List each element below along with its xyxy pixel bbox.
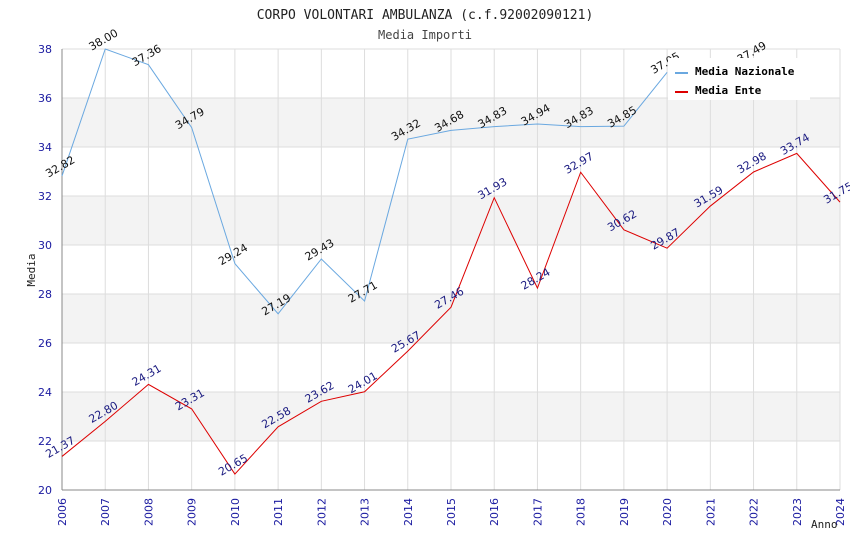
series-lines xyxy=(61,49,841,475)
x-tick-label: 2012 xyxy=(315,498,328,526)
x-tick-label: 2020 xyxy=(661,498,674,526)
axes xyxy=(61,49,840,491)
y-axis-label: Media xyxy=(25,253,38,286)
y-tick-label: 28 xyxy=(38,288,52,301)
x-tick-label: 2022 xyxy=(748,498,761,526)
x-tick-label: 2013 xyxy=(359,498,372,526)
chart-subtitle: Media Importi xyxy=(378,28,472,42)
series-line-media-ente xyxy=(61,152,841,475)
x-axis-label: Anno xyxy=(811,518,838,531)
y-tick-label: 20 xyxy=(38,484,52,497)
y-tick-label: 34 xyxy=(38,141,52,154)
legend-label-media-ente: Media Ente xyxy=(695,84,762,97)
y-tick-labels: 20 22 24 26 28 30 32 34 36 38 xyxy=(38,43,52,497)
y-tick-label: 24 xyxy=(38,386,52,399)
x-tick-label: 2014 xyxy=(402,498,415,526)
x-tick-label: 2009 xyxy=(186,498,199,526)
y-tick-label: 26 xyxy=(38,337,52,350)
x-tick-label: 2008 xyxy=(142,498,155,526)
y-tick-label: 22 xyxy=(38,435,52,448)
x-tick-label: 2017 xyxy=(531,498,544,526)
x-tick-label: 2024 xyxy=(834,498,847,526)
chart-title: CORPO VOLONTARI AMBULANZA (c.f.920020901… xyxy=(257,8,594,23)
x-tick-label: 2021 xyxy=(704,498,717,526)
y-tick-label: 36 xyxy=(38,92,52,105)
x-tick-label: 2011 xyxy=(272,498,285,526)
legend-label-media-nazionale: Media Nazionale xyxy=(695,65,795,78)
y-tick-label: 30 xyxy=(38,239,52,252)
x-tick-label: 2016 xyxy=(488,498,501,526)
x-tick-labels: 2006 2007 2008 2009 2010 2011 2012 2013 2014 2015… xyxy=(56,498,847,526)
legend: Media Nazionale Media Ente xyxy=(668,58,810,100)
x-tick-label: 2019 xyxy=(618,498,631,526)
x-tick-label: 2010 xyxy=(229,498,242,526)
x-tick-label: 2007 xyxy=(99,498,112,526)
x-tick-label: 2015 xyxy=(445,498,458,526)
x-tick-label: 2006 xyxy=(56,498,69,526)
y-tick-label: 32 xyxy=(38,190,52,203)
legend-box xyxy=(668,58,810,100)
y-tick-label: 38 xyxy=(38,43,52,56)
x-tick-label: 2018 xyxy=(575,498,588,526)
x-tick-label: 2023 xyxy=(791,498,804,526)
